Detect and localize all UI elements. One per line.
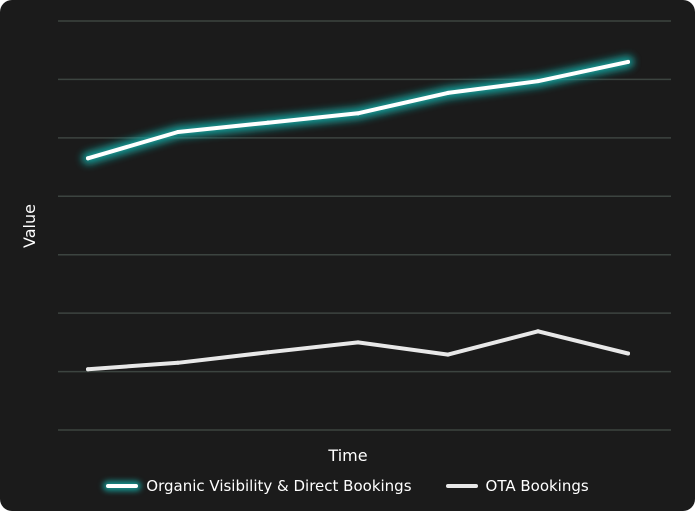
data-point-ota (176, 360, 180, 365)
legend-label-ota: OTA Bookings (485, 477, 589, 495)
data-point-ota (536, 329, 540, 334)
data-point-organic (86, 156, 90, 161)
data-point-ota (266, 350, 270, 355)
series-glow-organic (82, 55, 634, 165)
grid-lines (58, 20, 671, 431)
legend-label-organic: Organic Visibility & Direct Bookings (146, 477, 412, 495)
data-point-organic (536, 79, 540, 84)
data-point-organic (626, 59, 630, 64)
data-point-organic (176, 130, 180, 135)
data-point-organic (266, 120, 270, 125)
data-point-organic (356, 111, 360, 116)
data-point-ota (86, 367, 90, 372)
x-axis-label: Time (327, 446, 367, 465)
data-point-organic (446, 90, 450, 95)
legend-swatch-ota (445, 484, 478, 488)
data-point-ota (446, 352, 450, 357)
data-point-ota (356, 340, 360, 345)
legend-item-ota[interactable]: OTA Bookings (445, 477, 589, 495)
series-lines (82, 55, 634, 372)
legend-swatch-organic (106, 484, 139, 488)
legend-item-organic[interactable]: Organic Visibility & Direct Bookings (106, 477, 412, 495)
y-axis-label: Value (20, 204, 39, 248)
legend: Organic Visibility & Direct Bookings OTA… (0, 473, 695, 499)
data-point-ota (626, 351, 630, 356)
series-line-ota (86, 329, 630, 372)
